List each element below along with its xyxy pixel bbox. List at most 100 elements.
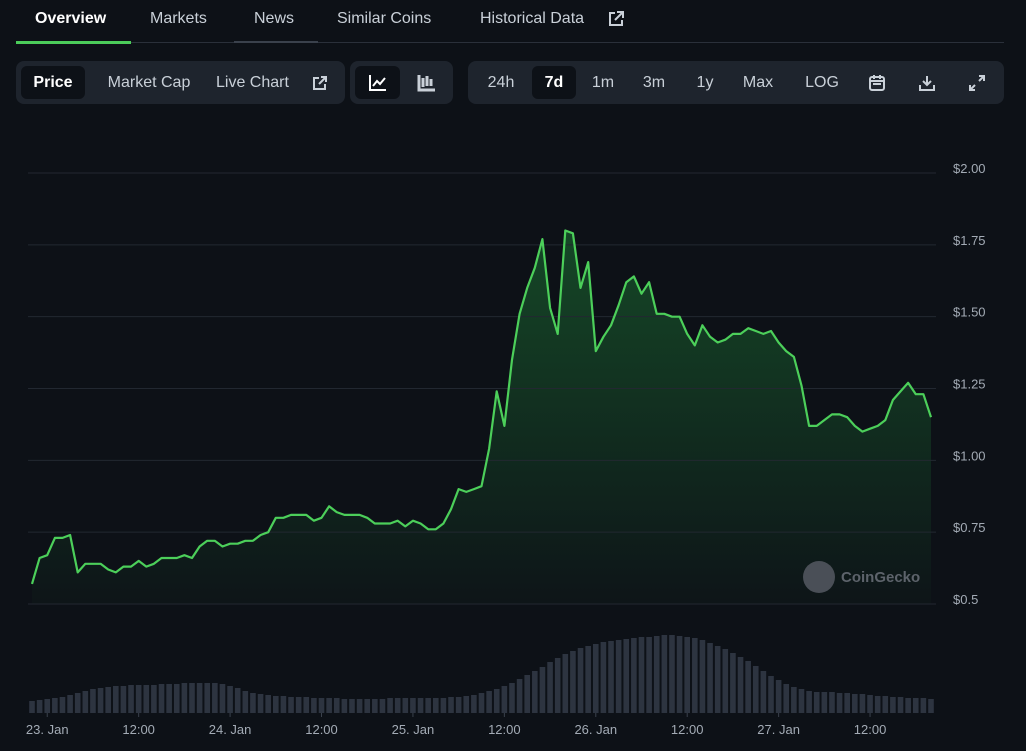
volume-bar xyxy=(692,638,698,713)
x-tick-label: 26. Jan xyxy=(574,722,617,737)
volume-bar xyxy=(242,691,249,713)
volume-bar xyxy=(890,697,896,713)
tab[interactable]: Historical Data xyxy=(480,10,585,27)
candle-chart-button[interactable] xyxy=(405,66,448,99)
volume-bar xyxy=(455,697,462,713)
volume-bar xyxy=(501,686,508,713)
volume-bar xyxy=(333,698,340,713)
volume-bar xyxy=(813,692,820,713)
tab[interactable]: Overview xyxy=(35,10,107,27)
volume-bar xyxy=(250,693,256,713)
button[interactable]: 1m xyxy=(591,74,615,91)
y-tick-label: $2.00 xyxy=(953,161,986,176)
volume-bar xyxy=(905,698,911,713)
volume-bar xyxy=(166,684,172,713)
expand-button[interactable] xyxy=(960,66,994,99)
button[interactable]: 1y xyxy=(696,74,714,91)
volume-bar xyxy=(272,696,279,713)
calendar-button[interactable] xyxy=(860,66,894,99)
x-tick-label: 23. Jan xyxy=(26,722,69,737)
x-tick-label: 12:00 xyxy=(488,722,521,737)
button[interactable]: LOG xyxy=(805,74,839,91)
volume-bar xyxy=(920,698,927,713)
volume-bar xyxy=(562,654,569,713)
nav: Overview Markets News Similar Coins Hist… xyxy=(0,0,1026,46)
volume-bar xyxy=(82,691,89,713)
candle-icon xyxy=(417,75,435,92)
volume-bar xyxy=(29,701,35,713)
volume-bar xyxy=(440,698,447,713)
volume-bar xyxy=(90,689,96,713)
volume-bar xyxy=(714,646,721,713)
volume-bar xyxy=(52,698,58,713)
volume-bar xyxy=(806,691,812,713)
volume-bar xyxy=(212,683,218,713)
volume-bar xyxy=(158,684,165,713)
watermark: CoinGecko xyxy=(841,569,920,586)
x-tick-label: 12:00 xyxy=(122,722,155,737)
volume-bar xyxy=(859,694,866,713)
volume-bar xyxy=(204,683,211,713)
button[interactable]: Max xyxy=(742,74,774,91)
volume-bar xyxy=(113,686,119,713)
volume-bar xyxy=(836,693,843,713)
tab[interactable]: Markets xyxy=(150,10,207,27)
volume-bar xyxy=(844,693,850,713)
volume-bar xyxy=(752,666,759,713)
volume-bar xyxy=(509,683,515,713)
volume-bar xyxy=(608,641,614,713)
volume-bar xyxy=(829,692,835,713)
external-icon xyxy=(609,11,624,26)
volume-bar xyxy=(669,635,675,713)
volume-bar xyxy=(592,644,599,713)
y-tick-label: $0.5 xyxy=(953,592,978,607)
button[interactable]: 3m xyxy=(642,74,666,91)
chart-type-group xyxy=(350,61,453,104)
volume-bar xyxy=(128,685,134,713)
volume-bar xyxy=(189,683,195,713)
button[interactable]: Market Cap xyxy=(107,74,191,91)
volume-bar xyxy=(532,671,538,713)
volume-bar xyxy=(760,671,767,713)
active-underline xyxy=(16,41,131,44)
volume-bar xyxy=(478,693,485,713)
button[interactable]: Live Chart xyxy=(216,74,289,91)
price-line xyxy=(30,229,933,585)
hover-underline xyxy=(234,41,318,43)
button[interactable]: 7d xyxy=(532,66,576,99)
volume-bar xyxy=(173,684,180,713)
volume-bar xyxy=(425,698,431,713)
watermark-logo xyxy=(803,561,835,593)
line-chart-button[interactable] xyxy=(355,66,400,99)
button[interactable]: Price xyxy=(21,66,85,99)
volume-bar xyxy=(874,696,881,713)
divider xyxy=(16,42,1004,43)
volume-bar xyxy=(234,688,241,713)
volume-bar xyxy=(882,696,889,713)
button[interactable]: 24h xyxy=(487,74,515,91)
tab[interactable]: News xyxy=(254,10,295,27)
volume-bar xyxy=(379,699,386,713)
volume-bar xyxy=(402,698,409,713)
volume-bar xyxy=(638,637,645,713)
x-tick-label: 12:00 xyxy=(305,722,338,737)
volume-bar xyxy=(463,696,470,713)
volume-bar xyxy=(196,683,203,713)
volume-bar xyxy=(349,699,355,713)
download-button[interactable] xyxy=(910,66,944,99)
volume-bar xyxy=(600,642,607,713)
volume-bar xyxy=(372,699,378,713)
y-tick-label: $1.25 xyxy=(953,377,986,392)
volume-bar xyxy=(36,700,43,713)
tab[interactable]: Similar Coins xyxy=(337,10,432,27)
volume-bar xyxy=(303,697,310,713)
volume-bar xyxy=(181,683,188,713)
volume-bar xyxy=(417,698,424,713)
volume-bar xyxy=(798,689,805,713)
volume-bar xyxy=(768,676,774,713)
volume-bar xyxy=(554,658,561,713)
metric-group: Price Market Cap Live Chart xyxy=(16,61,345,104)
volume-bar xyxy=(570,651,576,713)
